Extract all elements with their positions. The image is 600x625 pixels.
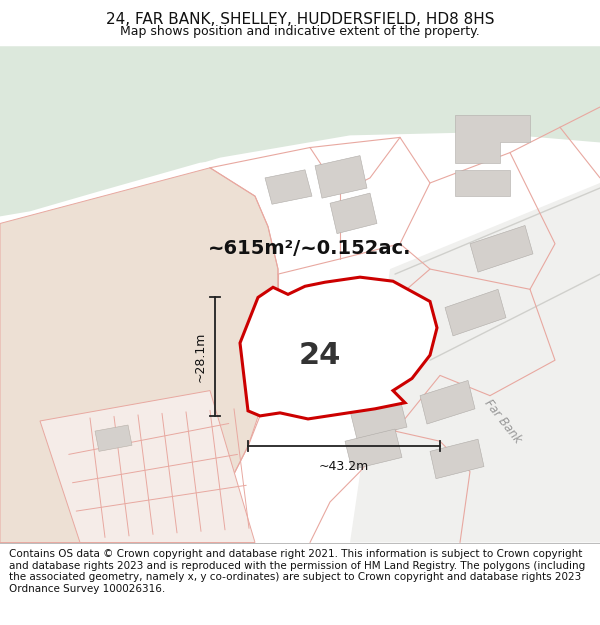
Polygon shape xyxy=(330,193,377,234)
Polygon shape xyxy=(345,429,402,469)
Polygon shape xyxy=(350,183,600,542)
Polygon shape xyxy=(40,391,255,542)
Polygon shape xyxy=(455,115,530,162)
Text: Far Bank: Far Bank xyxy=(482,396,524,446)
Text: 24: 24 xyxy=(299,341,341,369)
Polygon shape xyxy=(420,381,475,424)
Polygon shape xyxy=(0,148,600,234)
Polygon shape xyxy=(0,46,600,218)
Text: ~28.1m: ~28.1m xyxy=(194,331,207,382)
Polygon shape xyxy=(315,156,367,198)
Polygon shape xyxy=(455,170,510,196)
Polygon shape xyxy=(445,289,506,336)
Text: 24, FAR BANK, SHELLEY, HUDDERSFIELD, HD8 8HS: 24, FAR BANK, SHELLEY, HUDDERSFIELD, HD8… xyxy=(106,11,494,26)
Text: Contains OS data © Crown copyright and database right 2021. This information is : Contains OS data © Crown copyright and d… xyxy=(9,549,585,594)
Polygon shape xyxy=(350,399,407,439)
Polygon shape xyxy=(240,277,437,419)
Polygon shape xyxy=(430,439,484,479)
Text: ~615m²/~0.152ac.: ~615m²/~0.152ac. xyxy=(208,239,412,258)
Polygon shape xyxy=(265,170,312,204)
Polygon shape xyxy=(470,226,533,272)
Polygon shape xyxy=(95,425,132,451)
Polygon shape xyxy=(0,168,278,542)
Text: ~43.2m: ~43.2m xyxy=(319,461,369,474)
Text: Map shows position and indicative extent of the property.: Map shows position and indicative extent… xyxy=(120,25,480,38)
